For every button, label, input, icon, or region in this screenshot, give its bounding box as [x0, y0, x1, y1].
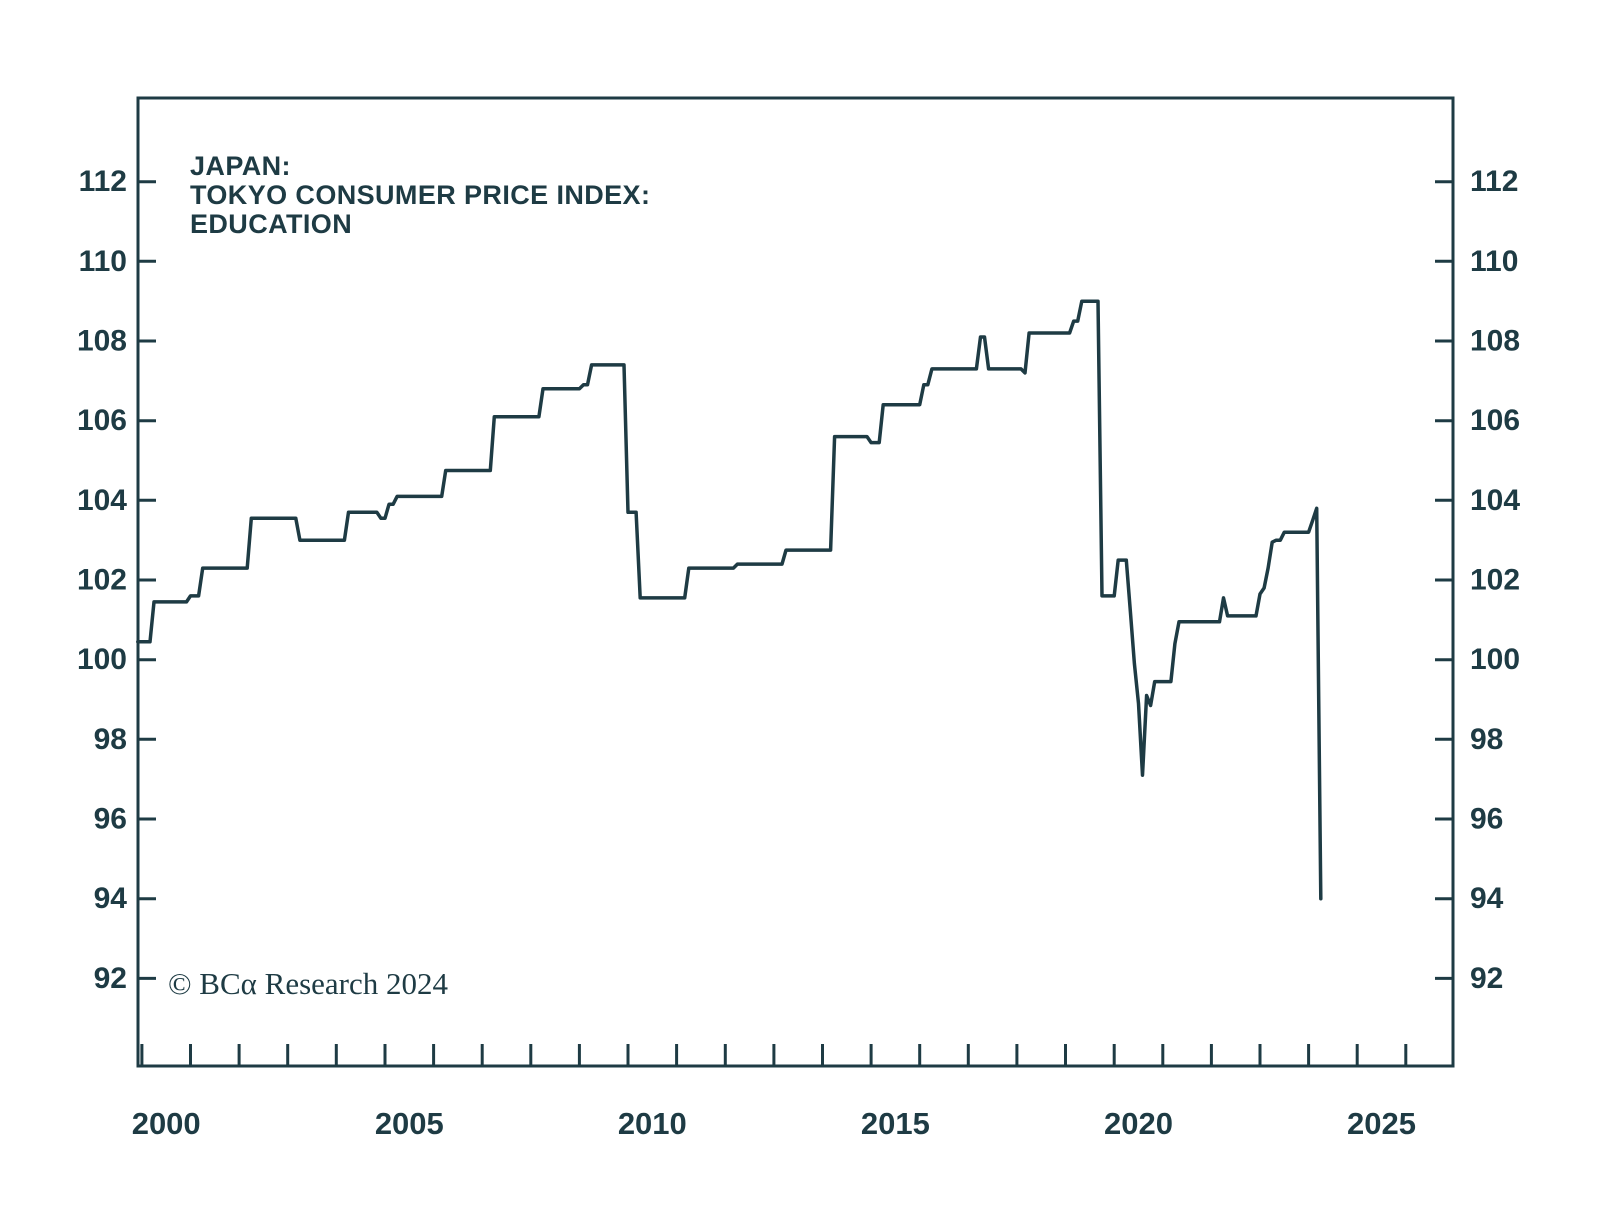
svg-text:100: 100	[1470, 643, 1520, 676]
svg-text:108: 108	[77, 325, 127, 358]
svg-text:102: 102	[77, 564, 127, 597]
svg-text:112: 112	[79, 165, 127, 198]
svg-text:2025: 2025	[1347, 1106, 1416, 1141]
svg-text:94: 94	[94, 882, 128, 915]
chart-title-line-2: TOKYO CONSUMER PRICE INDEX:	[190, 180, 651, 210]
svg-text:98: 98	[94, 723, 127, 756]
chart-title: JAPAN: TOKYO CONSUMER PRICE INDEX: EDUCA…	[190, 152, 650, 239]
svg-text:98: 98	[1470, 723, 1503, 756]
svg-text:2000: 2000	[132, 1106, 201, 1141]
svg-text:92: 92	[94, 962, 127, 995]
svg-text:102: 102	[1470, 564, 1520, 597]
svg-text:2005: 2005	[375, 1106, 444, 1141]
svg-text:96: 96	[1470, 803, 1503, 836]
svg-text:2020: 2020	[1104, 1106, 1173, 1141]
svg-text:110: 110	[1470, 245, 1518, 278]
svg-text:92: 92	[1470, 962, 1503, 995]
svg-text:96: 96	[94, 803, 127, 836]
svg-text:108: 108	[1470, 325, 1520, 358]
svg-text:106: 106	[77, 404, 127, 437]
svg-text:94: 94	[1470, 882, 1504, 915]
svg-text:2010: 2010	[618, 1106, 687, 1141]
chart-title-line-3: EDUCATION	[190, 209, 353, 239]
svg-text:104: 104	[77, 484, 127, 517]
svg-text:104: 104	[1470, 484, 1520, 517]
svg-text:106: 106	[1470, 404, 1520, 437]
source-attribution: © BCα Research 2024	[168, 966, 448, 1001]
chart-title-line-1: JAPAN:	[190, 151, 291, 181]
svg-text:100: 100	[77, 643, 127, 676]
svg-text:112: 112	[1470, 165, 1518, 198]
svg-text:2015: 2015	[861, 1106, 930, 1141]
svg-text:110: 110	[79, 245, 127, 278]
